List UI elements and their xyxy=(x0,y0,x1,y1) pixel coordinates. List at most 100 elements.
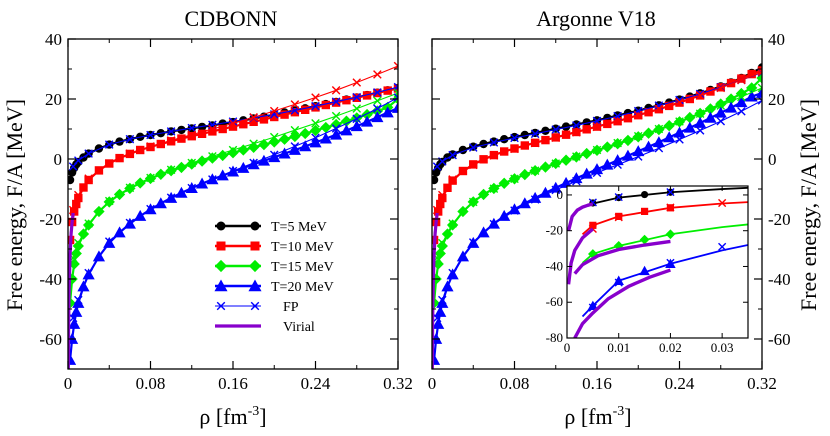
data-point xyxy=(239,120,248,129)
data-point-b xyxy=(290,125,300,135)
inset-background xyxy=(567,186,748,338)
plot-frame xyxy=(67,38,399,370)
data-point xyxy=(269,150,279,160)
legend-swatch-marker xyxy=(216,221,226,231)
data-point xyxy=(716,101,726,110)
data-point xyxy=(436,240,448,252)
x-tick-label: 0.32 xyxy=(747,374,777,393)
data-point-b xyxy=(510,174,519,184)
data-point xyxy=(675,117,684,126)
data-point xyxy=(84,219,93,228)
data-point xyxy=(726,78,736,88)
data-point xyxy=(125,183,135,193)
data-point-b xyxy=(530,166,540,175)
inset-data-point xyxy=(614,213,623,222)
data-point xyxy=(288,143,301,155)
y-tick-label: -40 xyxy=(39,270,62,289)
data-point xyxy=(290,108,300,117)
data-point-b xyxy=(187,123,197,133)
data-point-b xyxy=(146,142,155,151)
data-point-b xyxy=(84,268,93,278)
inset-data-point xyxy=(640,207,649,215)
data-point xyxy=(468,238,478,247)
data-point xyxy=(654,143,664,153)
data-point-b xyxy=(249,158,258,168)
data-point-b xyxy=(592,168,602,178)
data-point xyxy=(675,98,684,107)
inset-data-point-b xyxy=(666,203,675,212)
data-point xyxy=(446,219,459,231)
data-point xyxy=(331,124,341,133)
data-point xyxy=(371,105,384,117)
data-point xyxy=(695,91,705,100)
data-point xyxy=(633,131,643,141)
data-point xyxy=(561,122,571,131)
data-point xyxy=(362,91,372,100)
data-point-b xyxy=(613,160,622,169)
data-point xyxy=(146,130,155,140)
legend-swatch-marker xyxy=(250,301,260,311)
data-point xyxy=(361,108,373,121)
data-point-b xyxy=(331,97,341,106)
data-point-b xyxy=(675,98,684,107)
x-tick-label: 0 xyxy=(64,374,73,393)
data-point xyxy=(489,138,499,147)
data-point xyxy=(438,295,447,305)
data-point xyxy=(352,78,362,87)
inset-data-point xyxy=(666,258,675,267)
data-point xyxy=(539,186,552,198)
data-point xyxy=(371,111,384,123)
data-point xyxy=(311,133,320,142)
data-point xyxy=(289,130,301,143)
data-point xyxy=(479,155,488,164)
data-point xyxy=(166,136,176,145)
data-point xyxy=(663,131,676,143)
data-point-b xyxy=(757,99,762,105)
data-point xyxy=(448,175,457,184)
data-point xyxy=(68,332,79,344)
data-point xyxy=(448,150,457,160)
data-point xyxy=(489,219,499,229)
data-point xyxy=(592,145,602,155)
data-point xyxy=(342,96,351,105)
data-point-b xyxy=(74,156,83,165)
data-point-b xyxy=(468,160,478,170)
inset-data-point-b xyxy=(614,192,623,202)
data-point xyxy=(259,115,269,124)
series-line xyxy=(72,97,398,319)
y-tick-label: 40 xyxy=(45,30,62,49)
data-point xyxy=(320,121,332,134)
data-point-a xyxy=(393,61,398,67)
data-point-b xyxy=(331,124,341,133)
data-point xyxy=(633,152,643,161)
data-point-b xyxy=(468,238,478,247)
data-point-b xyxy=(530,129,540,139)
data-point-b xyxy=(468,197,478,207)
data-point xyxy=(714,106,727,118)
data-point-b xyxy=(84,174,93,183)
data-point-b xyxy=(675,95,684,105)
data-point xyxy=(457,205,469,218)
data-point-b xyxy=(716,116,726,126)
data-point xyxy=(68,205,78,215)
data-point xyxy=(311,103,320,112)
plot-area xyxy=(432,63,762,369)
inset-data-point xyxy=(639,234,650,245)
data-point-b xyxy=(737,75,746,85)
inset-data-point xyxy=(613,275,624,285)
data-point xyxy=(340,124,353,136)
data-point-b xyxy=(633,152,643,161)
data-point xyxy=(208,175,217,184)
data-point-b xyxy=(489,151,499,160)
legend-swatch-marker xyxy=(248,259,262,273)
data-point xyxy=(477,226,490,238)
data-point xyxy=(350,120,363,132)
x-tick-label: 0.24 xyxy=(665,374,695,393)
inset-data-point-b xyxy=(666,187,675,197)
data-point xyxy=(756,72,762,84)
data-point xyxy=(383,86,392,95)
data-point-b xyxy=(654,104,664,114)
data-point-b xyxy=(675,117,684,126)
data-point xyxy=(432,317,445,329)
inset-y-tick-label: -80 xyxy=(546,330,563,345)
